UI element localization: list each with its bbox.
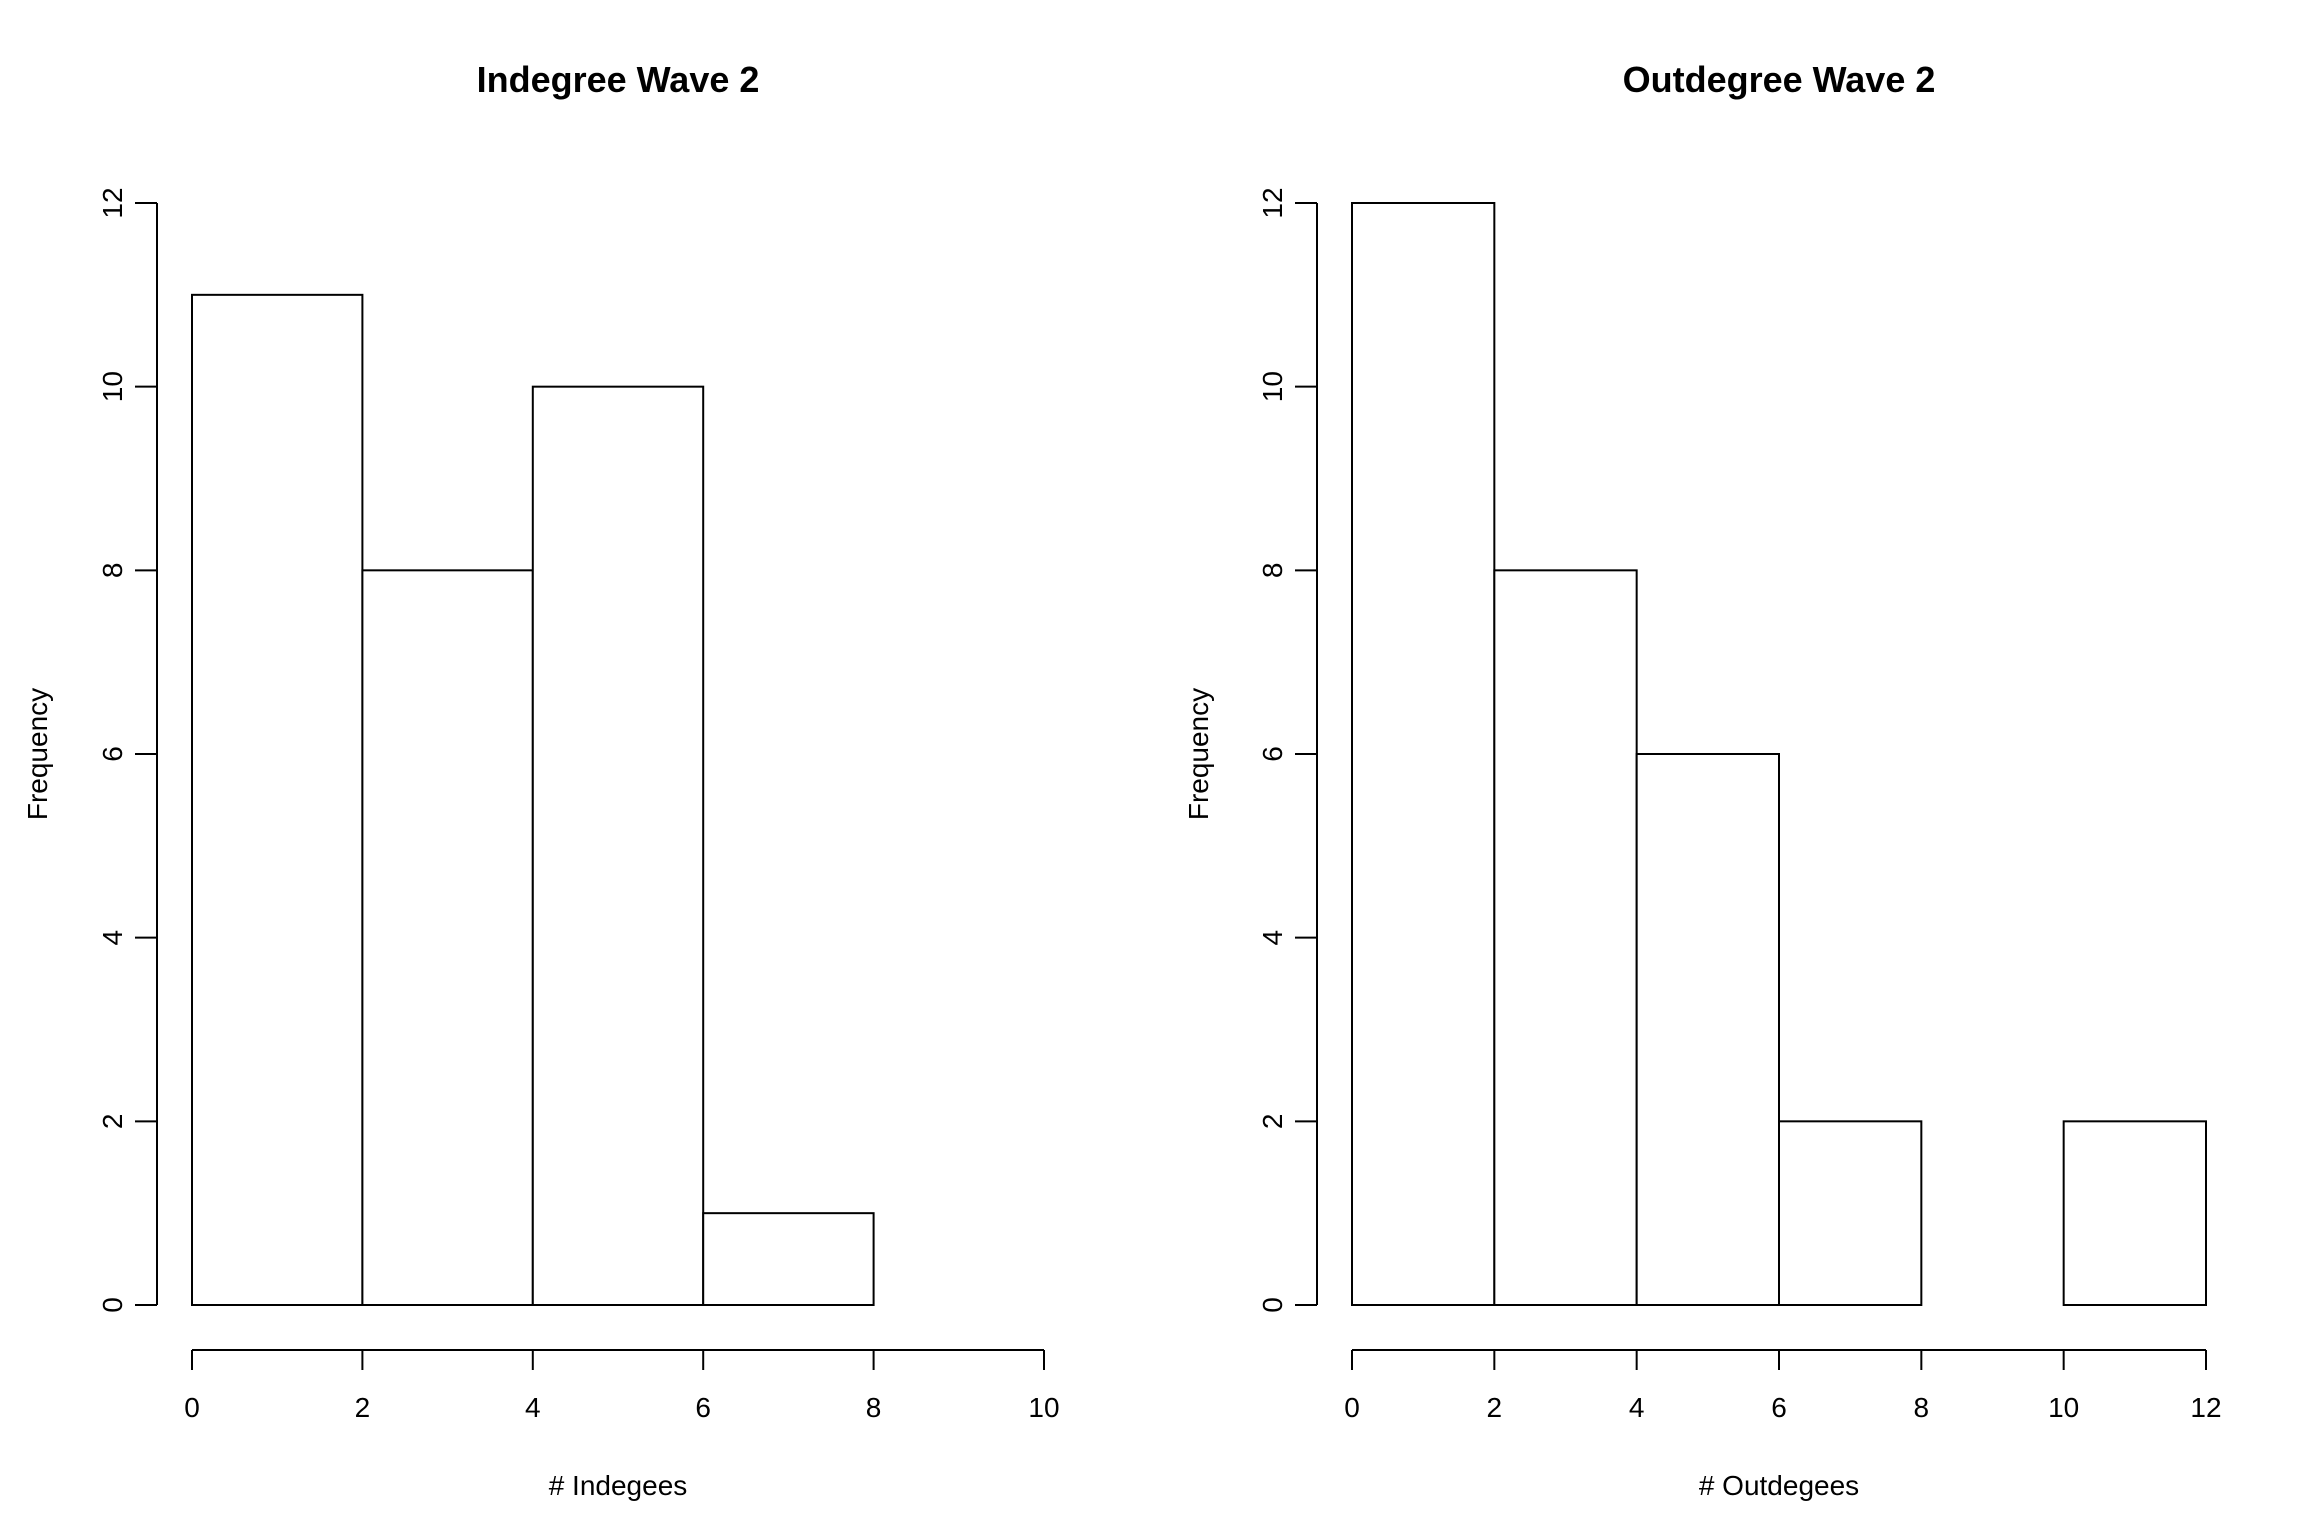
y-axis: 0 2 4 6 8 10 12 <box>1257 187 1318 1313</box>
bars-group <box>191 293 875 1307</box>
bars-group <box>1351 202 2208 1307</box>
y-tick-label: 6 <box>97 746 128 762</box>
x-axis: 0 2 4 6 8 10 <box>184 1349 1060 1423</box>
x-axis: 0 2 4 6 8 10 12 <box>1344 1349 2222 1423</box>
histogram-bar <box>1635 753 1780 1306</box>
y-tick-label: 8 <box>1257 563 1288 579</box>
histogram-bar <box>531 385 705 1306</box>
y-axis-label: Frequency <box>22 688 53 820</box>
histogram-bar <box>1778 1120 1923 1307</box>
y-tick-label: 2 <box>97 1114 128 1130</box>
x-axis-label: # Indegees <box>549 1470 688 1501</box>
chart-title: Indegree Wave 2 <box>477 59 760 100</box>
y-tick-label: 8 <box>97 563 128 579</box>
x-tick-label: 6 <box>1771 1392 1787 1423</box>
y-tick-label: 10 <box>97 371 128 402</box>
y-tick-label: 6 <box>1257 746 1288 762</box>
x-tick-label: 4 <box>525 1392 541 1423</box>
histogram-bar <box>2062 1120 2208 1307</box>
x-tick-label: 4 <box>1629 1392 1645 1423</box>
y-tick-label: 0 <box>1257 1297 1288 1313</box>
y-tick-label: 4 <box>97 930 128 946</box>
y-tick-label: 10 <box>1257 371 1288 402</box>
histogram-bar <box>1493 569 1638 1306</box>
x-tick-label: 12 <box>2190 1392 2221 1423</box>
x-tick-label: 6 <box>695 1392 711 1423</box>
x-tick-label: 10 <box>2048 1392 2079 1423</box>
x-axis-label: # Outdegees <box>1699 1470 1859 1501</box>
y-tick-label: 12 <box>97 187 128 218</box>
x-tick-label: 10 <box>1028 1392 1059 1423</box>
x-tick-label: 2 <box>355 1392 371 1423</box>
y-tick-label: 0 <box>97 1297 128 1313</box>
y-tick-label: 2 <box>1257 1114 1288 1130</box>
x-tick-label: 0 <box>1344 1392 1360 1423</box>
histogram-bar <box>702 1212 875 1306</box>
x-tick-label: 2 <box>1487 1392 1503 1423</box>
outdegree-histogram-panel: Outdegree Wave 2 # Outdegees Frequency 0… <box>1183 59 2222 1501</box>
y-axis: 0 2 4 6 8 10 12 <box>97 187 158 1313</box>
x-tick-label: 8 <box>1914 1392 1930 1423</box>
y-axis-label: Frequency <box>1183 688 1214 820</box>
y-tick-label: 12 <box>1257 187 1288 218</box>
histogram-bar <box>191 293 364 1307</box>
histogram-bar <box>1351 202 1496 1306</box>
indegree-histogram-panel: Indegree Wave 2 # Indegees Frequency 0 2 4… <box>22 59 1060 1501</box>
chart-title: Outdegree Wave 2 <box>1623 59 1936 100</box>
histogram-bar <box>361 569 534 1306</box>
y-tick-label: 4 <box>1257 930 1288 946</box>
x-tick-label: 0 <box>184 1392 200 1423</box>
x-tick-label: 8 <box>866 1392 882 1423</box>
